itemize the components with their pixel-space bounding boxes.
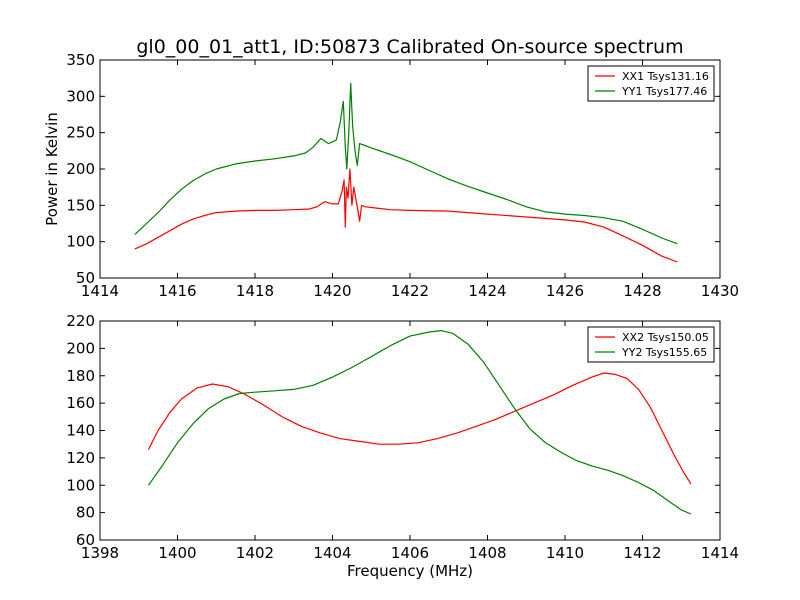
y-tick-label: 60 [76,531,95,549]
chart-panel-2: 1398 1400 1402 1404 1406 1408 1410 1412 1414 60 80… [66,312,739,580]
y-tick-label: 350 [66,51,95,69]
x-tick-label: 1398 [81,544,119,562]
x-tick-label: 1414 [701,544,739,562]
legend-label: XX1 Tsys131.16 [622,70,709,83]
legend-label: XX2 Tsys150.05 [622,331,709,344]
x-tick-label: 1428 [623,282,661,300]
x-tick-label: 1430 [701,282,739,300]
y-tick-label: 200 [66,339,95,357]
x-tick-label: 1422 [391,282,429,300]
y-tick-label: 100 [66,476,95,494]
x-axis-label: Frequency (MHz) [347,562,473,580]
y-tick-label: 140 [66,422,95,440]
legend-box [587,326,715,363]
chart-panels: 1414 1416 1418 1420 1422 1424 1426 1428 1430 50 10… [43,51,739,580]
x-tick-label: 1426 [546,282,584,300]
x-tick-label: 1412 [623,544,661,562]
legend: XX2 Tsys150.05 YY2 Tsys155.65 [587,326,715,363]
x-tick-label: 1406 [391,544,429,562]
x-tick-label: 1418 [236,282,274,300]
y-tick-label: 120 [66,449,95,467]
chart-title: gl0_00_01_att1, ID:50873 Calibrated On-s… [136,36,683,58]
y-tick-label: 160 [66,394,95,412]
y-tick-label: 100 [66,233,95,251]
x-tick-label: 1404 [313,544,351,562]
x-tick-label: 1416 [158,282,196,300]
chart-panel-1: 1414 1416 1418 1420 1422 1424 1426 1428 1430 50 10… [43,51,739,300]
y-axis-label: Power in Kelvin [43,112,61,226]
y-tick-label: 80 [76,504,95,522]
x-tick-label: 1414 [81,282,119,300]
y-tick-label: 50 [76,269,95,287]
x-tick-label: 1410 [546,544,584,562]
y-tick-label: 150 [66,196,95,214]
x-tick-label: 1424 [468,282,506,300]
series-line-1-2 [134,82,678,245]
x-tick-label: 1402 [236,544,274,562]
series-line-2-1 [147,372,692,485]
series-line-2-2 [147,330,692,515]
y-tick-label: 220 [66,312,95,330]
y-tick-label: 200 [66,160,95,178]
x-tick-label: 1400 [158,544,196,562]
x-tick-label: 1408 [468,544,506,562]
legend-label: YY2 Tsys155.65 [621,346,707,359]
legend: XX1 Tsys131.16 YY1 Tsys177.46 [587,65,715,102]
y-tick-label: 300 [66,87,95,105]
legend-label: YY1 Tsys177.46 [621,85,707,98]
series-line-1-1 [134,168,678,263]
y-tick-label: 250 [66,124,95,142]
legend-box [587,65,715,102]
y-tick-label: 180 [66,367,95,385]
x-tick-label: 1420 [313,282,351,300]
